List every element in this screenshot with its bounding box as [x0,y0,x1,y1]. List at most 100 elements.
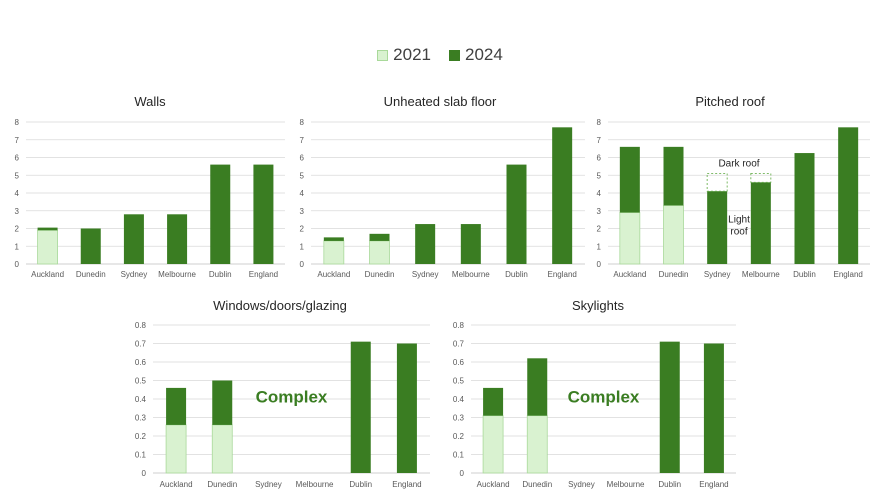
y-tick-label: 0.7 [453,340,465,349]
legend-label-2021: 2021 [393,45,431,64]
x-tick-label: Dublin [793,270,816,279]
annotation-light-roof: Light [728,214,750,225]
y-tick-label: 7 [300,136,305,145]
x-tick-label: Melbourne [158,270,196,279]
x-tick-label: England [249,270,278,279]
y-tick-label: 3 [300,207,305,216]
x-tick-label: Melbourne [452,270,490,279]
annotation-light-roof: roof [730,226,747,237]
bar-2021 [323,240,345,265]
y-tick-label: 8 [15,118,20,127]
x-tick-label: Dunedin [365,270,395,279]
x-tick-label: Auckland [160,480,193,489]
y-tick-label: 0.1 [453,451,465,460]
y-tick-label: 4 [300,189,305,198]
x-tick-label: Melbourne [742,270,780,279]
bar-2024 [369,233,390,241]
bar-2024 [396,343,417,473]
y-tick-label: 1 [15,242,20,251]
x-tick-label: Auckland [317,270,350,279]
legend-item-2024: 2024 [449,45,503,65]
bar-2021 [619,212,641,265]
bar-2024 [838,127,859,264]
legend-swatch-2024 [449,49,460,61]
y-tick-label: 4 [597,189,602,198]
y-tick-label: 2 [597,225,602,234]
bar-2024 [166,387,187,425]
x-tick-label: Dunedin [522,480,552,489]
legend-swatch-2021 [377,49,389,61]
y-tick-label: 0.2 [135,432,147,441]
y-tick-label: 0 [15,260,20,269]
bar-2024 [663,146,684,206]
bar-2021 [482,415,504,474]
y-tick-label: 2 [15,225,20,234]
bar-2024 [210,164,231,264]
y-tick-label: 0 [460,469,465,478]
bar-2024 [750,182,771,264]
y-tick-label: 0.5 [135,377,147,386]
y-tick-label: 0 [597,260,602,269]
bar-2024 [415,224,436,264]
bar-2021 [37,229,58,265]
chart-panel-2: Unheated slab floor 0 1 2 3 4 5 6 7 8 Auckland Dune… [300,94,585,279]
y-tick-label: 5 [15,171,20,180]
x-tick-label: Dunedin [76,270,106,279]
x-tick-label: Dublin [505,270,528,279]
bar-2021 [165,424,187,474]
chart-panel-4: Windows/doors/glazing 0 0.1 0.2 0.3 0.4 0.5 0.6… [135,298,430,489]
y-tick-label: 0.8 [135,321,147,330]
y-tick-label: 7 [597,136,602,145]
chart-panel-5: Skylights 0 0.1 0.2 0.3 0.4 0.5 0.6 0.7 0.8 Auckla… [453,298,736,489]
bar-2024 [212,380,233,425]
x-tick-label: Dublin [658,480,681,489]
bar-2024 [167,214,188,264]
chart-title: Unheated slab floor [384,94,497,109]
y-tick-label: 4 [15,189,20,198]
bar-2024 [37,227,58,231]
x-tick-label: England [547,270,576,279]
y-tick-label: 0.2 [453,432,465,441]
x-tick-label: Melbourne [607,480,645,489]
bar-2021 [526,415,548,474]
y-tick-label: 7 [15,136,20,145]
x-tick-label: Sydney [255,480,282,489]
y-tick-label: 1 [300,242,305,251]
bar-2024 [659,341,680,473]
chart-legend: 2021 2024 [0,44,880,66]
y-tick-label: 0.7 [135,340,147,349]
y-tick-label: 8 [597,118,602,127]
x-tick-label: Auckland [31,270,64,279]
chart-title: Windows/doors/glazing [213,298,347,313]
bar-2024 [460,224,481,264]
y-tick-label: 0.6 [453,358,465,367]
bar-dark-roof-extension [750,173,772,183]
y-tick-label: 6 [597,154,602,163]
x-tick-label: England [392,480,421,489]
y-tick-label: 0.5 [453,377,465,386]
x-tick-label: Melbourne [296,480,334,489]
chart-panel-3: Pitched roof 0 1 2 3 4 5 6 7 8 Auckland Dunedin Sydn… [597,94,870,279]
y-tick-label: 5 [300,171,305,180]
bar-2024 [794,153,815,264]
y-tick-label: 0 [142,469,147,478]
bar-2024 [253,164,274,264]
x-tick-label: England [699,480,728,489]
y-tick-label: 0.4 [453,395,465,404]
y-tick-label: 0.3 [453,414,465,423]
y-tick-label: 0.4 [135,395,147,404]
bar-2024 [552,127,573,264]
x-tick-label: England [833,270,862,279]
x-tick-label: Sydney [121,270,148,279]
x-tick-label: Auckland [613,270,646,279]
legend-label-2024: 2024 [465,45,503,64]
chart-title: Walls [134,94,166,109]
x-tick-label: Dunedin [207,480,237,489]
y-tick-label: 0 [300,260,305,269]
bar-2024 [527,358,548,416]
annotation-dark-roof: Dark roof [718,158,759,169]
bar-2024 [323,237,344,241]
bar-2021 [211,424,233,474]
x-tick-label: Sydney [704,270,731,279]
